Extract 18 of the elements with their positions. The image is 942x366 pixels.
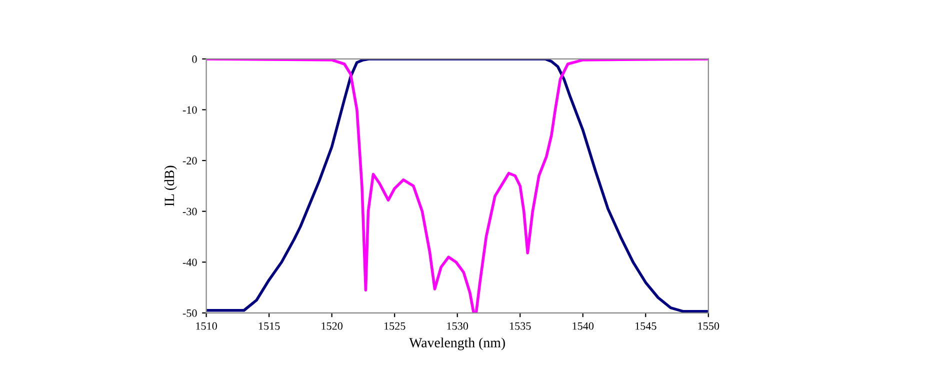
x-tick-label: 1520 (322, 322, 343, 330)
x-axis-title: Wavelength (nm) (409, 338, 505, 350)
y-tick-label: 0 (192, 55, 197, 63)
line-series (206, 58, 708, 313)
x-tick-label: 1530 (447, 322, 468, 330)
y-tick-label: -40 (182, 258, 197, 266)
x-tick-label: 1540 (572, 322, 594, 330)
y-axis-title: IL (dB) (164, 166, 177, 206)
x-tick-label: 1510 (196, 322, 217, 330)
x-tick-label: 1525 (384, 322, 406, 330)
y-tick-label: -20 (182, 156, 197, 164)
x-tick-label: 1515 (258, 322, 280, 330)
y-tick-label: -30 (182, 208, 197, 216)
x-tick-label: 1535 (510, 322, 531, 330)
y-tick-label: -10 (182, 106, 197, 114)
y-tick-label: -50 (182, 309, 197, 317)
x-tick-label: 1550 (698, 322, 720, 330)
x-tick-label: 1545 (635, 322, 656, 330)
